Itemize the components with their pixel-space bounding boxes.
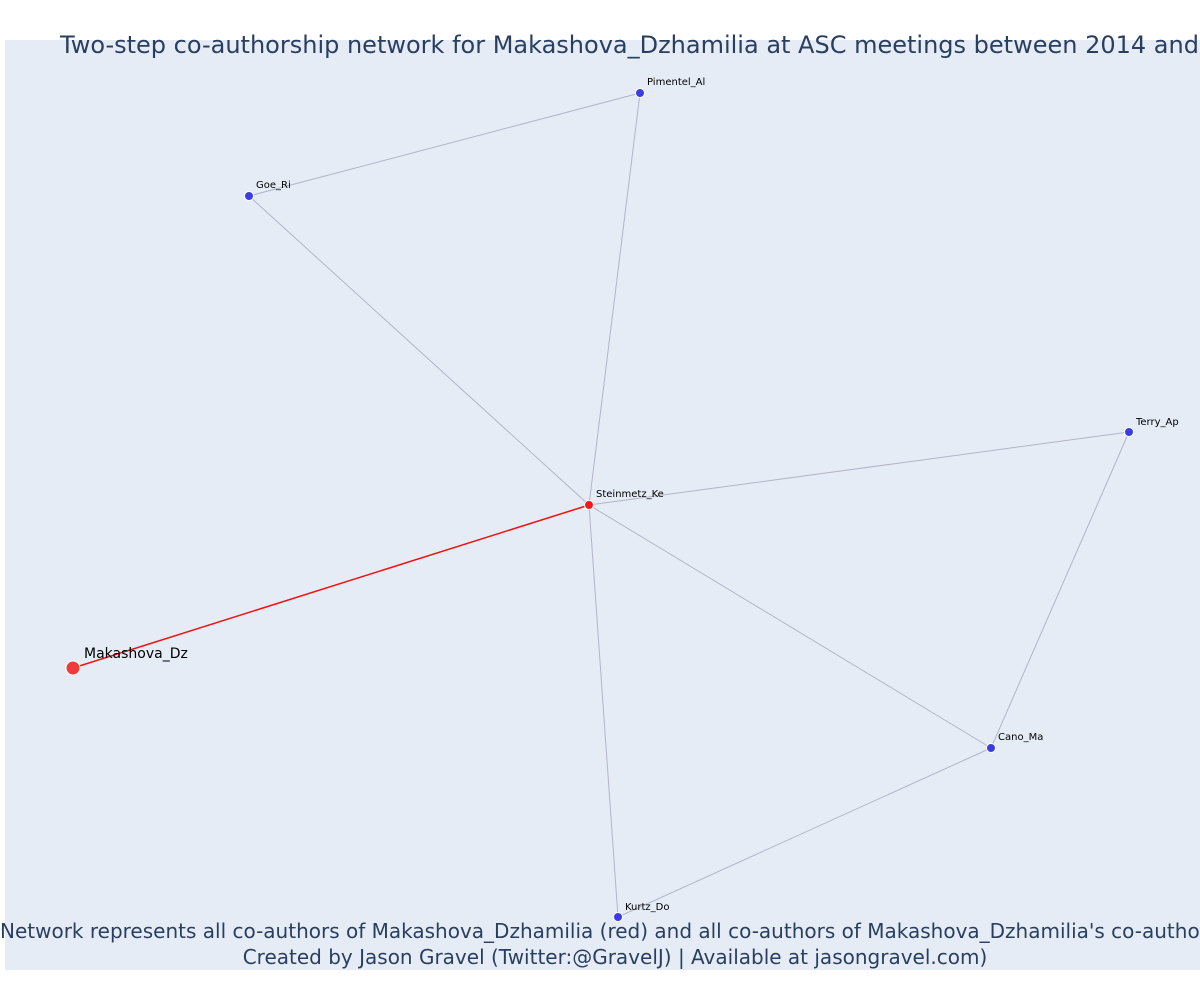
node-Pimentel_Al[interactable] [635,88,645,98]
edge-Terry_Ap-Cano_Ma [990,431,1130,749]
edge-Steinmetz_Ke-Cano_Ma [588,504,992,749]
caption-line-2: Created by Jason Gravel (Twitter:@Gravel… [242,945,988,969]
edge-Goe_Ri-Steinmetz_Ke [248,195,590,506]
node-label-Steinmetz_Ke: Steinmetz_Ke [596,489,664,500]
edge-Cano_Ma-Kurtz_Do [617,747,992,918]
plot-background [5,40,1200,970]
node-label-Goe_Ri: Goe_Ri [256,180,291,191]
edge-Steinmetz_Ke-Terry_Ap [588,431,1130,506]
node-Goe_Ri[interactable] [244,191,254,201]
labels-layer: Makashova_Dz Steinmetz_Ke Pimentel_Al Goe_R… [84,77,1179,913]
node-label-Terry_Ap: Terry_Ap [1135,417,1179,428]
node-Makashova_Dz[interactable] [65,660,81,676]
node-Kurtz_Do[interactable] [613,912,623,922]
node-label-Kurtz_Do: Kurtz_Do [625,902,670,913]
node-label-Pimentel_Al: Pimentel_Al [647,77,705,88]
chart-title: Two-step co-authorship network for Makas… [60,31,1200,59]
edges-layer [72,92,1130,918]
edge-Goe_Ri-Pimentel_Al [248,92,641,197]
node-label-Cano_Ma: Cano_Ma [998,732,1043,743]
edge-Steinmetz_Ke-Kurtz_Do [588,504,619,918]
caption-line-1: Network represents all co-authors of Mak… [0,919,1200,943]
nodes-layer [65,88,1134,922]
node-Steinmetz_Ke[interactable] [584,500,594,510]
edge-Makashova_Dz-Steinmetz_Ke [72,504,590,669]
node-label-Makashova_Dz: Makashova_Dz [84,646,188,662]
node-Cano_Ma[interactable] [986,743,996,753]
edge-Pimentel_Al-Steinmetz_Ke [588,92,641,506]
node-Terry_Ap[interactable] [1124,427,1134,437]
